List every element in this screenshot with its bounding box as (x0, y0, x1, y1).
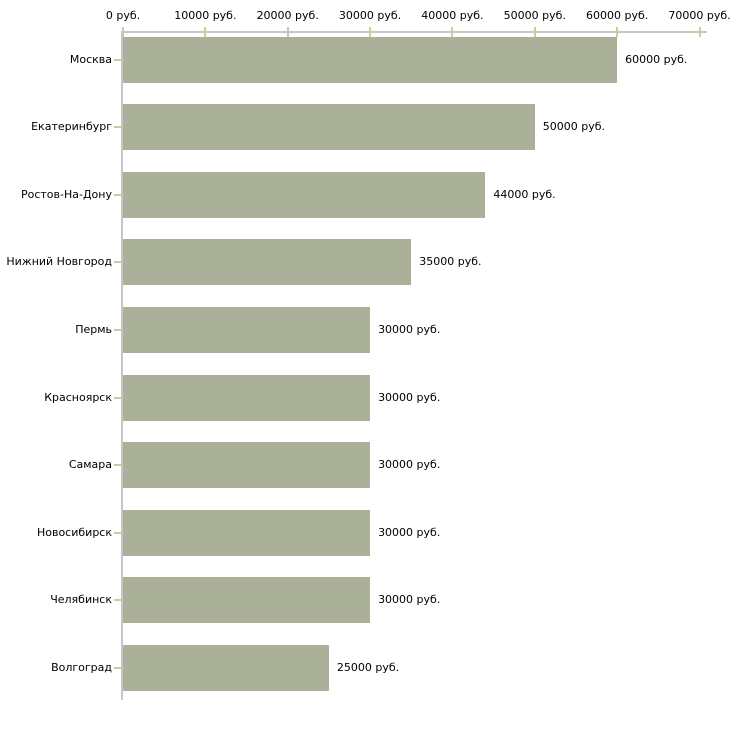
x-axis-tick-label: 60000 руб. (586, 9, 649, 22)
value-label: 44000 руб. (493, 187, 556, 201)
category-label: Нижний Новгород (6, 255, 112, 269)
x-axis-tick-label: 70000 руб. (668, 9, 730, 22)
category-tick (114, 58, 121, 61)
x-axis-tick (451, 27, 454, 37)
category-tick (114, 396, 121, 399)
category-tick (114, 328, 121, 331)
x-axis-tick (698, 27, 701, 37)
bar (123, 104, 535, 151)
category-label: Новосибирск (36, 525, 112, 539)
x-axis-tick (122, 27, 124, 37)
category-label: Самара (68, 458, 112, 472)
category-tick (114, 464, 121, 467)
category-tick (114, 666, 121, 669)
value-label: 30000 руб. (378, 525, 441, 539)
value-label: 25000 руб. (336, 660, 400, 674)
bar (123, 509, 371, 556)
bar (123, 442, 371, 489)
value-label: 60000 руб. (625, 52, 688, 66)
category-label: Челябинск (50, 593, 112, 607)
bar (123, 644, 329, 691)
category-tick (114, 599, 121, 602)
x-axis-tick-label: 10000 руб. (174, 9, 237, 22)
category-label: Волгоград (51, 660, 112, 674)
x-axis-tick (533, 27, 536, 37)
x-axis-tick-label: 30000 руб. (338, 9, 402, 22)
value-label: 50000 руб. (542, 120, 606, 134)
category-label: Пермь (75, 322, 112, 336)
x-axis-tick-label: 20000 руб. (256, 9, 319, 22)
value-label: 35000 руб. (419, 255, 482, 269)
value-label: 30000 руб. (378, 593, 441, 607)
x-axis-line (121, 31, 707, 33)
x-axis-tick (369, 27, 372, 37)
category-label: Красноярск (44, 390, 112, 404)
value-label: 30000 руб. (378, 458, 441, 472)
bar (123, 171, 486, 218)
category-tick (114, 531, 121, 534)
x-axis-tick-label: 0 руб. (105, 9, 141, 22)
bar (123, 239, 412, 286)
category-label: Москва (69, 52, 112, 66)
bar (123, 306, 371, 353)
category-tick (114, 261, 121, 264)
value-label: 30000 руб. (378, 390, 441, 404)
x-axis-tick-label: 40000 руб. (421, 9, 484, 22)
category-tick (114, 193, 121, 196)
category-label: Екатеринбург (31, 120, 112, 134)
y-axis-line (121, 31, 123, 700)
category-tick (114, 126, 121, 129)
bar (123, 36, 618, 83)
x-axis-tick-label: 50000 руб. (503, 9, 566, 22)
x-axis-tick (616, 27, 619, 37)
x-axis-tick (286, 27, 289, 37)
x-axis-tick (204, 27, 207, 37)
value-label: 30000 руб. (378, 322, 441, 336)
category-label: Ростов-На-Дону (20, 187, 112, 201)
bar (123, 577, 371, 624)
bar (123, 374, 371, 421)
